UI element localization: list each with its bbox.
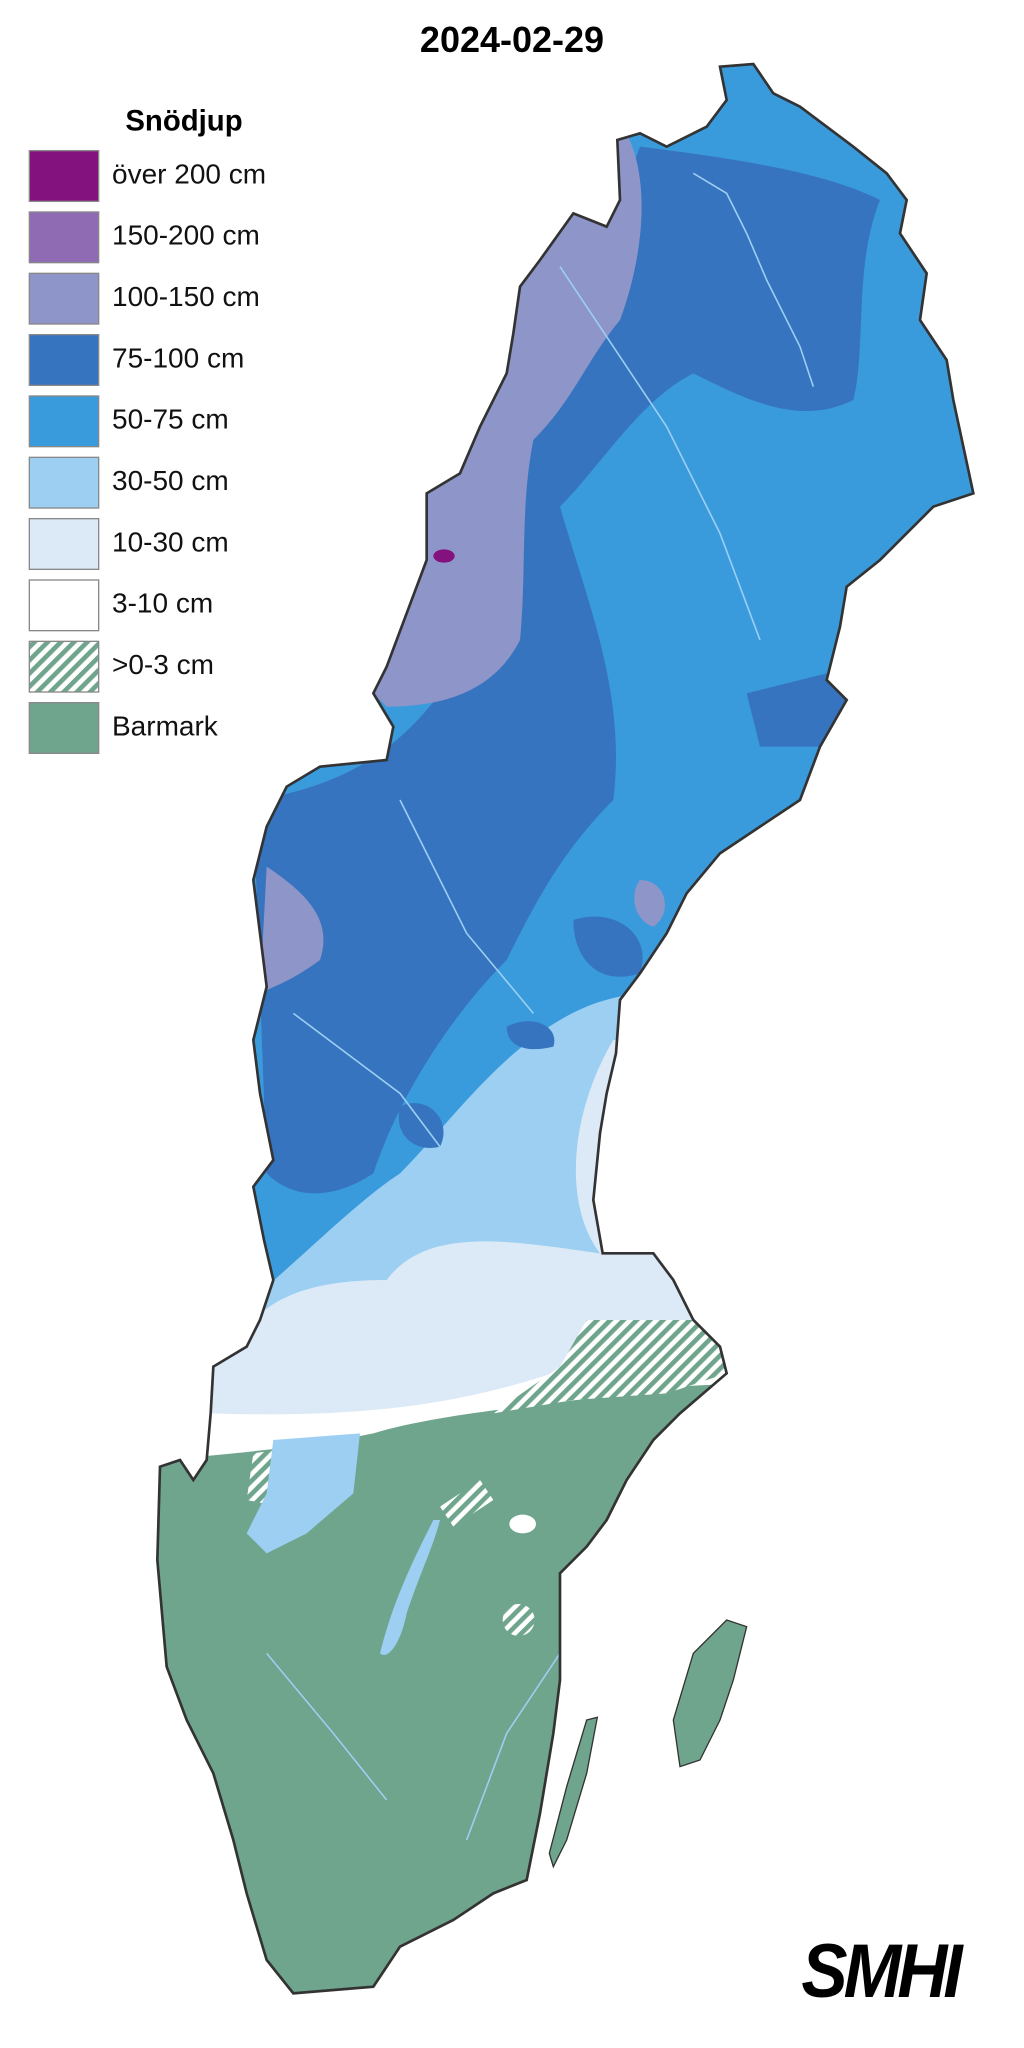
legend-label: över 200 cm bbox=[112, 158, 266, 189]
legend-title: Snödjup bbox=[125, 104, 242, 137]
legend-swatch bbox=[28, 150, 100, 202]
legend-label: 30-50 cm bbox=[112, 465, 229, 496]
legend-label: 3-10 cm bbox=[112, 588, 213, 619]
legend-swatch bbox=[28, 211, 100, 264]
logo: SMHI bbox=[801, 1929, 964, 2014]
legend-swatch bbox=[28, 518, 100, 570]
legend-label: 100-150 cm bbox=[112, 281, 260, 312]
legend-label: 50-75 cm bbox=[112, 404, 229, 435]
map-title: 2024-02-29 bbox=[420, 19, 604, 60]
legend-label: 150-200 cm bbox=[112, 220, 260, 251]
legend-swatch bbox=[28, 702, 100, 754]
legend-swatch bbox=[28, 456, 100, 509]
legend-swatch bbox=[28, 395, 100, 448]
legend-label: 10-30 cm bbox=[112, 526, 229, 557]
legend-swatch bbox=[28, 272, 100, 325]
legend-label: 75-100 cm bbox=[112, 342, 244, 373]
legend-swatch bbox=[28, 334, 100, 386]
legend-label: Barmark bbox=[112, 710, 219, 741]
legend: Snödjup över 200 cm 150-200 cm 100-150 cm 7… bbox=[28, 104, 266, 754]
legend-swatch bbox=[28, 640, 100, 693]
legend-swatch bbox=[28, 579, 100, 632]
legend-label: >0-3 cm bbox=[112, 649, 214, 680]
